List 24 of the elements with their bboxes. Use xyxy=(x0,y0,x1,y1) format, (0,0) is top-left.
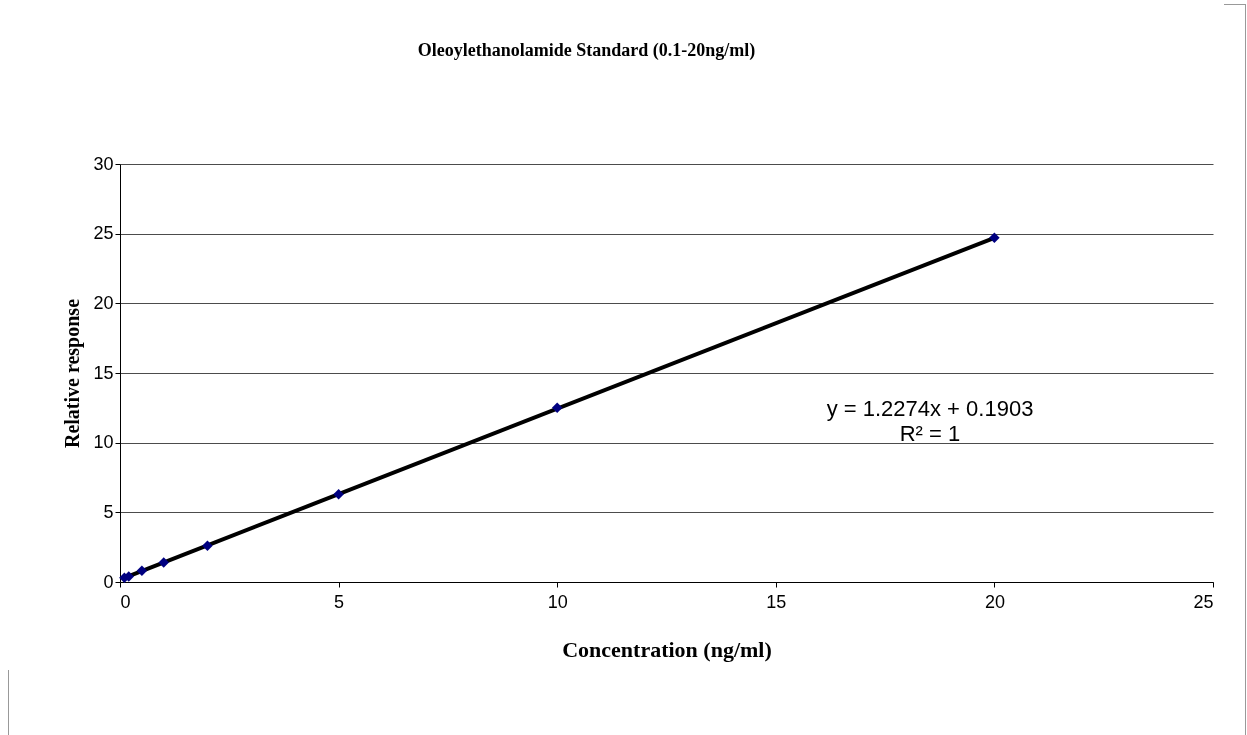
point xyxy=(202,540,213,552)
point xyxy=(551,402,563,414)
x-axis-title: Concentration (ng/ml) xyxy=(562,636,772,662)
annotation: R² = 1 xyxy=(899,421,961,446)
point xyxy=(136,565,148,577)
x-tick-label: 25 xyxy=(1193,591,1214,612)
y-tick-label: 5 xyxy=(103,501,114,522)
point xyxy=(333,488,344,500)
y-tick-label: 20 xyxy=(93,292,114,313)
y-tick-label: 30 xyxy=(93,153,114,174)
x-tick-label: 20 xyxy=(984,591,1005,612)
y-axis-title: Relative response xyxy=(61,298,85,449)
y-tick-label: 25 xyxy=(93,223,114,244)
y-tick-label: 0 xyxy=(103,571,114,592)
x-tick-label: 0 xyxy=(120,591,131,612)
point xyxy=(989,232,1000,244)
annotation: y = 1.2274x + 0.1903 xyxy=(826,396,1034,421)
y-tick-label: 15 xyxy=(93,362,114,383)
x-tick-label: 10 xyxy=(547,591,568,612)
x-tick-label: 15 xyxy=(766,591,787,612)
point xyxy=(158,557,169,568)
chart-title: Oleoylethanolamide Standard (0.1-20ng/ml) xyxy=(417,40,756,61)
x-tick-label: 5 xyxy=(334,591,345,612)
y-tick-label: 10 xyxy=(93,432,114,453)
